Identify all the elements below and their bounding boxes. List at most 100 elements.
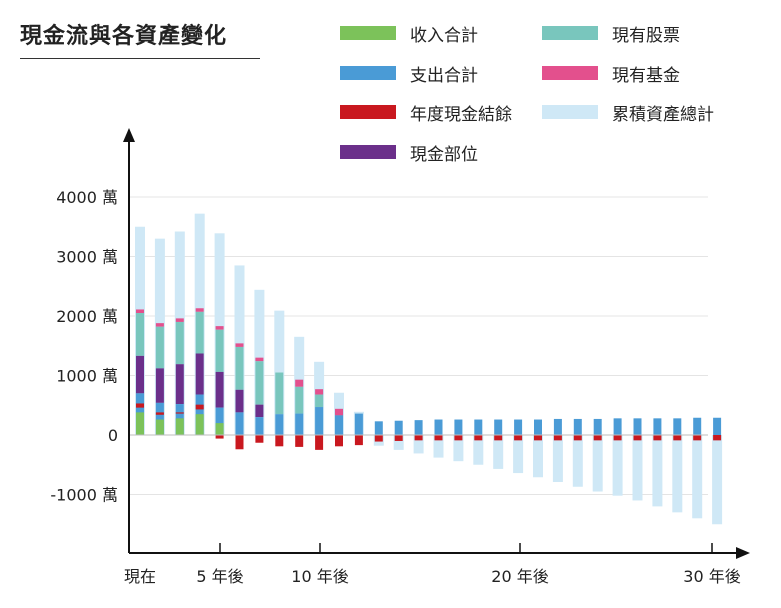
legend-label-balance: 年度現金結餘 bbox=[410, 104, 512, 125]
bar-income bbox=[215, 423, 224, 435]
bar-total bbox=[572, 435, 583, 487]
legend-label-total: 累積資產總計 bbox=[612, 104, 714, 125]
bar-fund bbox=[255, 357, 264, 362]
bar-stock bbox=[235, 346, 244, 390]
bar-fund bbox=[235, 343, 244, 347]
legend-swatch-total bbox=[542, 105, 598, 119]
bar-total bbox=[513, 435, 524, 474]
bar-fund bbox=[195, 308, 204, 312]
legend-item-cash: 現金部位 bbox=[340, 139, 478, 165]
bar-expense bbox=[693, 417, 702, 435]
x-axis-arrow bbox=[736, 547, 750, 559]
x-tick-label: 30 年後 bbox=[683, 567, 740, 586]
legend-label-stock: 現有股票 bbox=[612, 25, 680, 46]
bar-income bbox=[155, 419, 164, 435]
bar-expense bbox=[573, 418, 582, 435]
legend-label-cash: 現金部位 bbox=[410, 144, 478, 165]
bar-fund bbox=[215, 326, 224, 330]
bar-fund bbox=[155, 323, 164, 327]
bar-balance bbox=[534, 435, 542, 441]
legend-label-expense: 支出合計 bbox=[410, 65, 478, 86]
bar-balance bbox=[613, 435, 622, 441]
bar-expense bbox=[155, 402, 164, 435]
y-tick-label: 0 bbox=[108, 426, 118, 445]
bar-expense bbox=[295, 413, 304, 435]
y-tick-label: 1000 萬 bbox=[56, 367, 118, 386]
bar-stock bbox=[195, 311, 204, 354]
bar-balance bbox=[235, 435, 244, 450]
x-tick-label: 10 年後 bbox=[291, 567, 348, 586]
legend-label-fund: 現有基金 bbox=[612, 65, 680, 86]
legend-item-stock: 現有股票 bbox=[542, 20, 680, 46]
bar-total bbox=[712, 435, 723, 525]
bar-balance bbox=[573, 435, 582, 441]
bar-expense bbox=[354, 413, 363, 435]
bar-balance bbox=[335, 435, 343, 447]
bar-expense bbox=[673, 418, 682, 435]
bar-stock bbox=[215, 329, 224, 372]
bar-total bbox=[453, 435, 464, 462]
bar-income bbox=[195, 414, 204, 435]
legend-item-income: 收入合計 bbox=[340, 20, 478, 46]
bar-stock bbox=[275, 372, 284, 415]
bar-balance bbox=[593, 435, 602, 441]
legend-item-expense: 支出合計 bbox=[340, 60, 478, 86]
bar-expense bbox=[315, 407, 324, 435]
legend-swatch-cash bbox=[340, 145, 396, 159]
bar-total bbox=[393, 435, 404, 450]
bar-balance bbox=[374, 435, 383, 442]
bar-fund bbox=[295, 379, 304, 387]
bar-total bbox=[592, 435, 603, 492]
bar-balance bbox=[275, 435, 284, 447]
bar-cash bbox=[235, 389, 244, 413]
bar-cash bbox=[175, 364, 184, 405]
y-tick-label: 3000 萬 bbox=[56, 248, 118, 267]
bar-cash bbox=[155, 368, 164, 403]
bar-balance bbox=[653, 435, 662, 441]
bar-total bbox=[552, 435, 563, 482]
bar-expense bbox=[215, 407, 224, 435]
x-tick-label: 20 年後 bbox=[491, 567, 548, 586]
bar-income bbox=[136, 412, 144, 435]
bar-balance bbox=[315, 435, 324, 450]
legend-label-income: 收入合計 bbox=[410, 25, 478, 46]
bar-balance bbox=[633, 435, 642, 441]
chart-title: 現金流與各資產變化 bbox=[20, 24, 228, 49]
legend-item-balance: 年度現金結餘 bbox=[340, 99, 512, 125]
bar-expense bbox=[374, 421, 383, 435]
bar-expense bbox=[653, 418, 662, 435]
bar-balance bbox=[175, 412, 184, 414]
bar-expense bbox=[394, 420, 403, 435]
bar-total bbox=[413, 435, 424, 454]
bar-income bbox=[175, 418, 184, 435]
bar-fund bbox=[136, 309, 144, 314]
bar-cash bbox=[255, 404, 264, 418]
bar-expense bbox=[514, 419, 523, 435]
legend-item-total: 累積資產總計 bbox=[542, 99, 714, 125]
bar-total bbox=[652, 435, 663, 507]
legend-swatch-fund bbox=[542, 66, 598, 80]
bar-expense bbox=[553, 418, 562, 435]
y-tick-label: 4000 萬 bbox=[56, 188, 118, 207]
bar-balance bbox=[713, 435, 722, 441]
bar-balance bbox=[414, 435, 423, 441]
bar-total bbox=[612, 435, 623, 496]
bar-balance bbox=[394, 435, 403, 441]
bar-cash bbox=[195, 353, 204, 395]
bar-balance bbox=[474, 435, 483, 441]
bar-total bbox=[533, 435, 543, 478]
bar-expense bbox=[713, 417, 722, 435]
bar-expense bbox=[414, 420, 423, 436]
bar-stock bbox=[175, 321, 184, 365]
bar-expense bbox=[494, 419, 503, 435]
legend-swatch-income bbox=[340, 26, 396, 40]
x-tick-label: 現在 bbox=[124, 567, 156, 586]
bar-fund bbox=[175, 318, 184, 322]
bar-balance bbox=[673, 435, 682, 441]
title-underline bbox=[20, 58, 260, 59]
bar-balance bbox=[255, 435, 264, 443]
bar-stock bbox=[255, 361, 264, 405]
bar-cash bbox=[215, 371, 224, 408]
legend-swatch-balance bbox=[340, 105, 396, 119]
bar-total bbox=[473, 435, 484, 465]
